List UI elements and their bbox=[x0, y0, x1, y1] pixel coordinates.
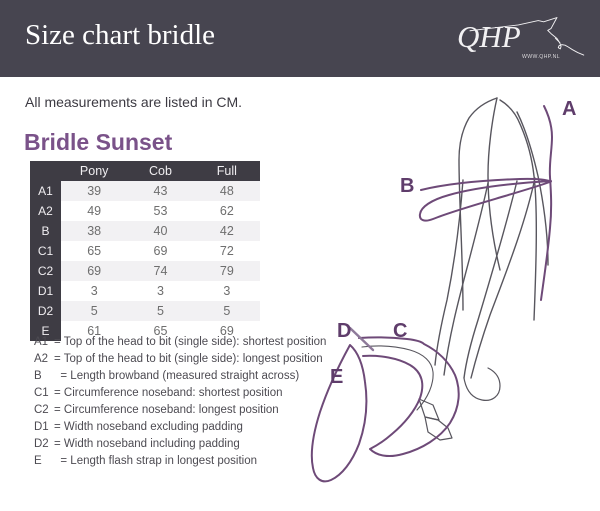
svg-text:C: C bbox=[393, 320, 407, 342]
svg-text:E: E bbox=[330, 366, 343, 388]
svg-text:A: A bbox=[562, 98, 576, 120]
svg-text:D: D bbox=[337, 320, 351, 342]
svg-text:B: B bbox=[400, 175, 414, 197]
